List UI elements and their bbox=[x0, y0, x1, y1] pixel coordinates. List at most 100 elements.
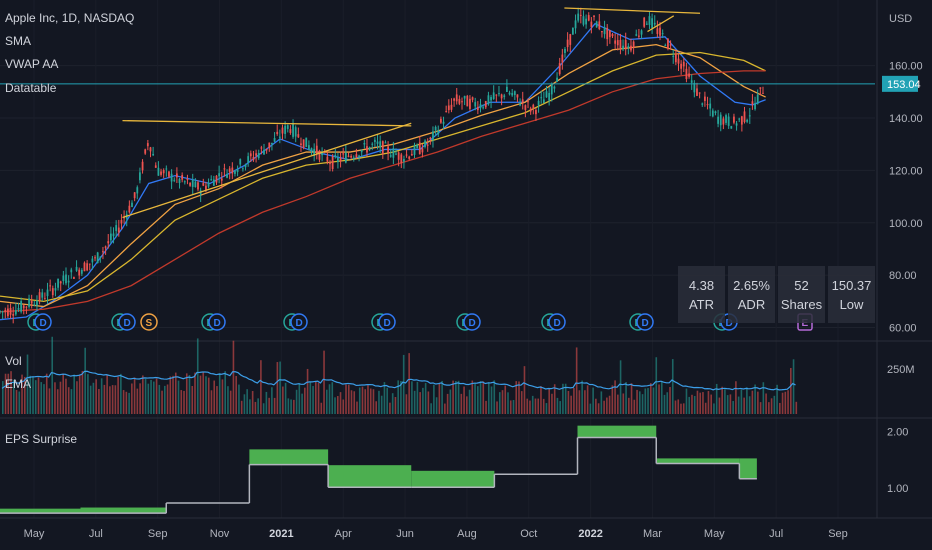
volume-bar bbox=[375, 401, 378, 414]
volume-bar bbox=[617, 394, 619, 414]
volume-bar bbox=[732, 401, 734, 414]
datatable-label: ATR bbox=[689, 297, 714, 312]
trendline[interactable] bbox=[564, 7, 701, 14]
trendline[interactable] bbox=[122, 119, 412, 127]
volume-bar bbox=[114, 385, 117, 414]
time-axis[interactable]: May Jul Sep Nov 2021 Apr Jun Aug Oct 2022 Mar May Ju… bbox=[24, 528, 848, 540]
volume-bar bbox=[411, 381, 413, 414]
candle-body bbox=[99, 256, 102, 259]
candle-body bbox=[373, 139, 376, 142]
candle-body bbox=[577, 13, 580, 21]
volume-bar bbox=[216, 386, 218, 414]
eps-surprise-block bbox=[739, 458, 757, 479]
candle-body bbox=[294, 127, 297, 137]
candle-body bbox=[566, 39, 569, 48]
volume-bar bbox=[776, 384, 778, 414]
volume-ema-label[interactable]: EMA bbox=[5, 377, 31, 391]
dividend-event-icon[interactable] bbox=[208, 313, 226, 331]
volume-bar bbox=[312, 386, 314, 414]
time-tick-label: May bbox=[704, 528, 725, 540]
candle-body bbox=[725, 115, 727, 123]
volume-bar bbox=[54, 382, 56, 414]
candle-body bbox=[276, 131, 279, 135]
dividend-event-icon[interactable] bbox=[118, 313, 136, 331]
dividend-event-icon[interactable] bbox=[463, 313, 481, 331]
volume-bar bbox=[482, 381, 485, 414]
candle-body bbox=[709, 103, 712, 109]
eps-title[interactable]: EPS Surprise bbox=[5, 432, 77, 446]
candle-body bbox=[17, 308, 20, 310]
eps-surprise-block bbox=[328, 465, 412, 488]
volume-bar bbox=[84, 347, 86, 414]
volume-bar bbox=[142, 375, 144, 414]
candle-body bbox=[228, 168, 231, 172]
volume-bar bbox=[70, 389, 73, 414]
candle-body bbox=[139, 172, 141, 181]
price-axis[interactable]: USD 60.00 80.00 100.00 120.00 140.00 160.00 bbox=[889, 13, 923, 335]
volume-bar bbox=[191, 386, 194, 414]
split-event-icon[interactable] bbox=[140, 313, 158, 331]
candle-body bbox=[751, 101, 754, 105]
trendlines bbox=[122, 7, 701, 219]
volume-bar bbox=[405, 394, 408, 414]
candle-body bbox=[49, 285, 52, 287]
candle-body bbox=[661, 33, 664, 35]
candle-body bbox=[379, 141, 382, 148]
candle-body bbox=[281, 127, 284, 134]
volume-bar bbox=[2, 381, 4, 414]
volume-bar bbox=[715, 383, 718, 414]
volume-bar bbox=[76, 381, 78, 414]
datatable: 4.38 ATR 2.65% ADR 52 Shares 150.37 Low bbox=[678, 266, 875, 323]
candle-body bbox=[286, 125, 289, 129]
chart-title[interactable]: Apple Inc, 1D, NASDAQ bbox=[5, 11, 134, 25]
dividend-event-icon[interactable] bbox=[548, 313, 566, 331]
indicator-vwap[interactable]: VWAP AA bbox=[5, 57, 58, 71]
volume-bar bbox=[468, 389, 471, 414]
candle-body bbox=[616, 40, 619, 46]
trendline[interactable] bbox=[122, 122, 412, 219]
candle-body bbox=[278, 136, 281, 138]
candle-body bbox=[426, 144, 429, 146]
candle-body bbox=[622, 45, 624, 49]
candle-body bbox=[505, 86, 508, 92]
volume-bar bbox=[553, 384, 556, 414]
candle-body bbox=[112, 233, 115, 237]
volume-bar bbox=[713, 403, 715, 414]
dividend-event-icon[interactable] bbox=[378, 313, 396, 331]
volume-bar bbox=[367, 385, 369, 414]
dividend-event-icon[interactable] bbox=[290, 313, 308, 331]
volume-bar bbox=[463, 386, 465, 414]
volume-bar bbox=[435, 397, 438, 414]
volume-bar bbox=[526, 398, 529, 414]
candle-body bbox=[643, 17, 646, 27]
volume-bar bbox=[7, 373, 10, 414]
volume-bar bbox=[570, 395, 572, 414]
candle-body bbox=[638, 35, 640, 37]
volume-bar bbox=[534, 398, 537, 414]
volume-bar bbox=[628, 397, 630, 414]
dividend-event-icon[interactable] bbox=[34, 313, 52, 331]
candle-body bbox=[344, 152, 347, 163]
volume-bar bbox=[394, 397, 397, 414]
indicator-sma[interactable]: SMA bbox=[5, 34, 31, 48]
volume-title[interactable]: Vol bbox=[5, 354, 22, 368]
indicator-datatable[interactable]: Datatable bbox=[5, 81, 57, 95]
volume-bar bbox=[515, 381, 518, 414]
volume-bar bbox=[40, 382, 43, 414]
candle-body bbox=[585, 18, 587, 25]
candle-body bbox=[263, 149, 265, 155]
candle-body bbox=[403, 159, 405, 162]
volume-bar bbox=[249, 399, 251, 414]
candle-body bbox=[78, 269, 81, 276]
candle-body bbox=[104, 246, 107, 248]
volume-bar bbox=[380, 395, 383, 414]
volume-bar bbox=[559, 401, 561, 414]
trendline[interactable] bbox=[647, 15, 675, 33]
dividend-event-icon[interactable] bbox=[636, 313, 654, 331]
volume-bar bbox=[202, 372, 205, 414]
volume-bar bbox=[257, 398, 259, 414]
volume-bar bbox=[729, 394, 732, 414]
dividend-event-label: D bbox=[40, 318, 47, 329]
volume-bar bbox=[100, 378, 103, 414]
volume-bar bbox=[622, 393, 625, 414]
